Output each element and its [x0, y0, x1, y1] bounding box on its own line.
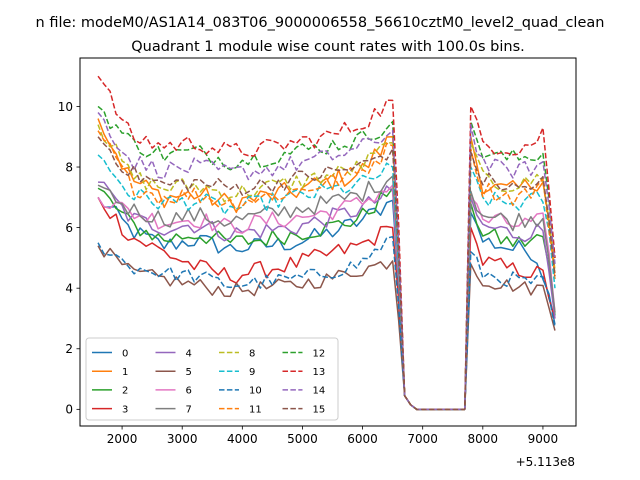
series-line-12	[97, 105, 556, 411]
legend-label-12: 12	[313, 348, 326, 359]
series-layer	[97, 75, 556, 411]
series-line-5	[97, 245, 556, 411]
series-line-0	[97, 196, 556, 411]
series-line-9	[97, 154, 556, 411]
y-tick-label: 8	[65, 160, 73, 174]
y-tick-label: 4	[65, 281, 73, 295]
figure-suptitle: n file: modeM0/AS1A14_083T06_9000006558_…	[36, 15, 605, 31]
x-tick-label: 5000	[287, 432, 318, 446]
legend-label-2: 2	[122, 386, 128, 397]
legend-label-6: 6	[186, 386, 192, 397]
x-tick-label: 4000	[227, 432, 258, 446]
legend-label-3: 3	[122, 404, 128, 415]
series-line-8	[97, 124, 556, 411]
series-line-7	[97, 175, 556, 411]
x-tick-label: 8000	[468, 432, 499, 446]
series-line-4	[98, 181, 556, 411]
legend-label-4: 4	[186, 348, 192, 359]
series-line-3	[97, 196, 556, 411]
legend-label-9: 9	[249, 367, 255, 378]
series-line-14	[97, 112, 556, 411]
series-line-15	[97, 136, 556, 411]
legend-label-10: 10	[249, 386, 262, 397]
series-line-11	[97, 130, 556, 411]
legend-label-5: 5	[186, 367, 192, 378]
legend-label-13: 13	[313, 367, 326, 378]
x-tick-label: 3000	[167, 432, 198, 446]
legend-label-11: 11	[249, 404, 262, 415]
y-tick-label: 10	[58, 100, 73, 114]
x-tick-label: 7000	[407, 432, 438, 446]
x-tick-label: 6000	[347, 432, 378, 446]
legend-label-8: 8	[249, 348, 255, 359]
legend-box	[85, 337, 339, 421]
legend-label-14: 14	[313, 386, 326, 397]
y-tick-label: 2	[65, 342, 73, 356]
series-line-2	[97, 187, 556, 411]
y-axis: 0 2 4 6 8 10	[58, 100, 80, 417]
axes-border	[79, 57, 577, 427]
legend-label-0: 0	[122, 348, 128, 359]
legend-label-15: 15	[313, 404, 326, 415]
x-axis: 2000 3000 4000 5000 6000 7000 8000 9000	[107, 426, 558, 446]
legend-label-1: 1	[122, 367, 128, 378]
series-line-13	[97, 75, 556, 411]
y-tick-label: 6	[65, 221, 73, 235]
x-axis-offset-label: +5.113e8	[516, 455, 575, 469]
series-line-10	[97, 235, 556, 411]
legend-label-7: 7	[186, 404, 192, 415]
chart-title: Quadrant 1 module wise count rates with …	[131, 39, 525, 55]
y-tick-label: 0	[65, 403, 73, 417]
x-tick-label: 2000	[107, 432, 138, 446]
series-line-6	[97, 184, 556, 411]
x-tick-label: 9000	[528, 432, 559, 446]
